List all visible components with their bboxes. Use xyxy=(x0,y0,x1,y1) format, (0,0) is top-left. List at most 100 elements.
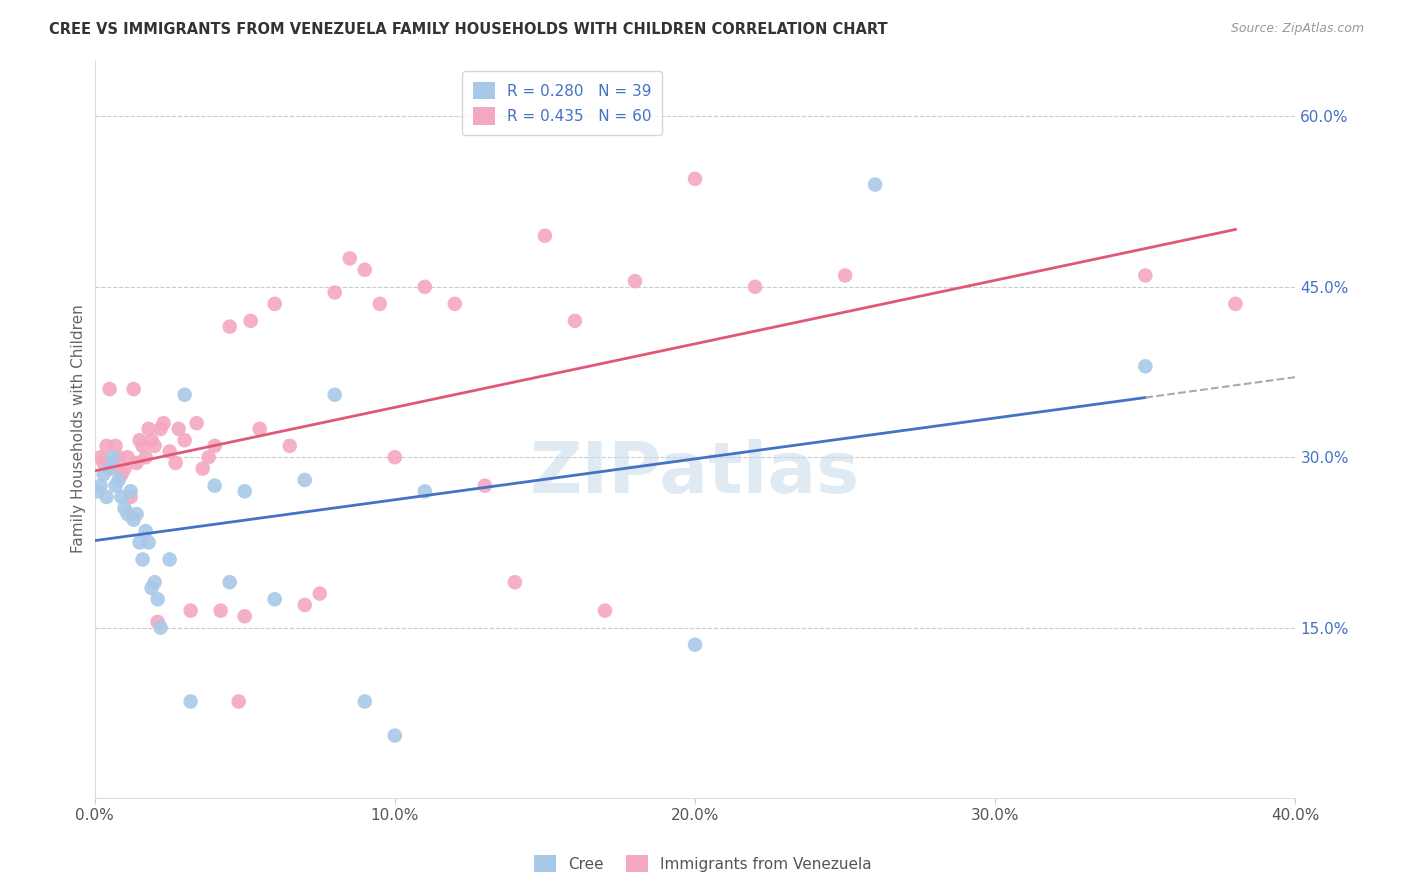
Point xyxy=(233,609,256,624)
Point xyxy=(114,501,136,516)
Point xyxy=(146,615,169,629)
Point xyxy=(339,252,361,266)
Point xyxy=(353,694,375,708)
Point xyxy=(93,456,115,470)
Point xyxy=(683,638,706,652)
Point xyxy=(249,422,271,436)
Point xyxy=(834,268,856,283)
Point xyxy=(323,285,346,300)
Point xyxy=(120,484,142,499)
Point xyxy=(143,439,166,453)
Point xyxy=(180,604,202,618)
Point xyxy=(138,535,160,549)
Point xyxy=(110,467,132,482)
Point xyxy=(165,456,187,470)
Point xyxy=(141,581,163,595)
Point xyxy=(98,461,121,475)
Point xyxy=(683,172,706,186)
Point xyxy=(107,473,129,487)
Point xyxy=(159,444,181,458)
Point xyxy=(191,461,214,475)
Point xyxy=(1135,359,1157,374)
Point xyxy=(294,598,316,612)
Point xyxy=(114,461,136,475)
Point xyxy=(143,575,166,590)
Point xyxy=(323,388,346,402)
Point xyxy=(167,422,190,436)
Point xyxy=(90,450,112,465)
Point xyxy=(117,507,139,521)
Point xyxy=(98,382,121,396)
Point xyxy=(624,274,647,288)
Point xyxy=(218,319,240,334)
Point xyxy=(384,450,406,465)
Point xyxy=(413,280,436,294)
Point xyxy=(228,694,250,708)
Point xyxy=(233,484,256,499)
Y-axis label: Family Households with Children: Family Households with Children xyxy=(72,304,86,553)
Point xyxy=(308,586,330,600)
Point xyxy=(863,178,886,192)
Point xyxy=(278,439,301,453)
Point xyxy=(149,422,172,436)
Point xyxy=(180,694,202,708)
Legend: Cree, Immigrants from Venezuela: Cree, Immigrants from Venezuela xyxy=(527,847,879,880)
Point xyxy=(209,604,232,618)
Point xyxy=(173,433,195,447)
Point xyxy=(149,621,172,635)
Point xyxy=(131,439,153,453)
Point xyxy=(368,297,391,311)
Point xyxy=(90,478,112,492)
Point xyxy=(120,490,142,504)
Point xyxy=(104,439,127,453)
Point xyxy=(218,575,240,590)
Point xyxy=(159,552,181,566)
Point xyxy=(1135,268,1157,283)
Legend: R = 0.280   N = 39, R = 0.435   N = 60: R = 0.280 N = 39, R = 0.435 N = 60 xyxy=(463,71,662,136)
Point xyxy=(125,507,148,521)
Point xyxy=(263,297,285,311)
Point xyxy=(564,314,586,328)
Point xyxy=(122,382,145,396)
Point xyxy=(204,439,226,453)
Point xyxy=(104,478,127,492)
Point xyxy=(186,416,208,430)
Point xyxy=(534,228,557,243)
Point xyxy=(93,467,115,482)
Point xyxy=(173,388,195,402)
Point xyxy=(146,592,169,607)
Text: Source: ZipAtlas.com: Source: ZipAtlas.com xyxy=(1230,22,1364,36)
Point xyxy=(98,461,121,475)
Point xyxy=(294,473,316,487)
Point xyxy=(117,450,139,465)
Point xyxy=(152,416,174,430)
Point xyxy=(141,433,163,447)
Point xyxy=(204,478,226,492)
Point xyxy=(86,484,108,499)
Point xyxy=(128,535,150,549)
Point xyxy=(138,422,160,436)
Text: ZIPatlas: ZIPatlas xyxy=(530,439,860,508)
Point xyxy=(474,478,496,492)
Point xyxy=(128,433,150,447)
Point xyxy=(110,490,132,504)
Point xyxy=(107,450,129,465)
Point xyxy=(101,456,124,470)
Point xyxy=(96,439,118,453)
Point xyxy=(353,262,375,277)
Point xyxy=(443,297,465,311)
Point xyxy=(135,450,157,465)
Point xyxy=(131,552,153,566)
Point xyxy=(122,513,145,527)
Point xyxy=(593,604,616,618)
Point xyxy=(101,450,124,465)
Point xyxy=(197,450,219,465)
Point xyxy=(96,490,118,504)
Point xyxy=(384,729,406,743)
Point xyxy=(263,592,285,607)
Point xyxy=(1225,297,1247,311)
Point xyxy=(135,524,157,538)
Text: CREE VS IMMIGRANTS FROM VENEZUELA FAMILY HOUSEHOLDS WITH CHILDREN CORRELATION CH: CREE VS IMMIGRANTS FROM VENEZUELA FAMILY… xyxy=(49,22,887,37)
Point xyxy=(744,280,766,294)
Point xyxy=(503,575,526,590)
